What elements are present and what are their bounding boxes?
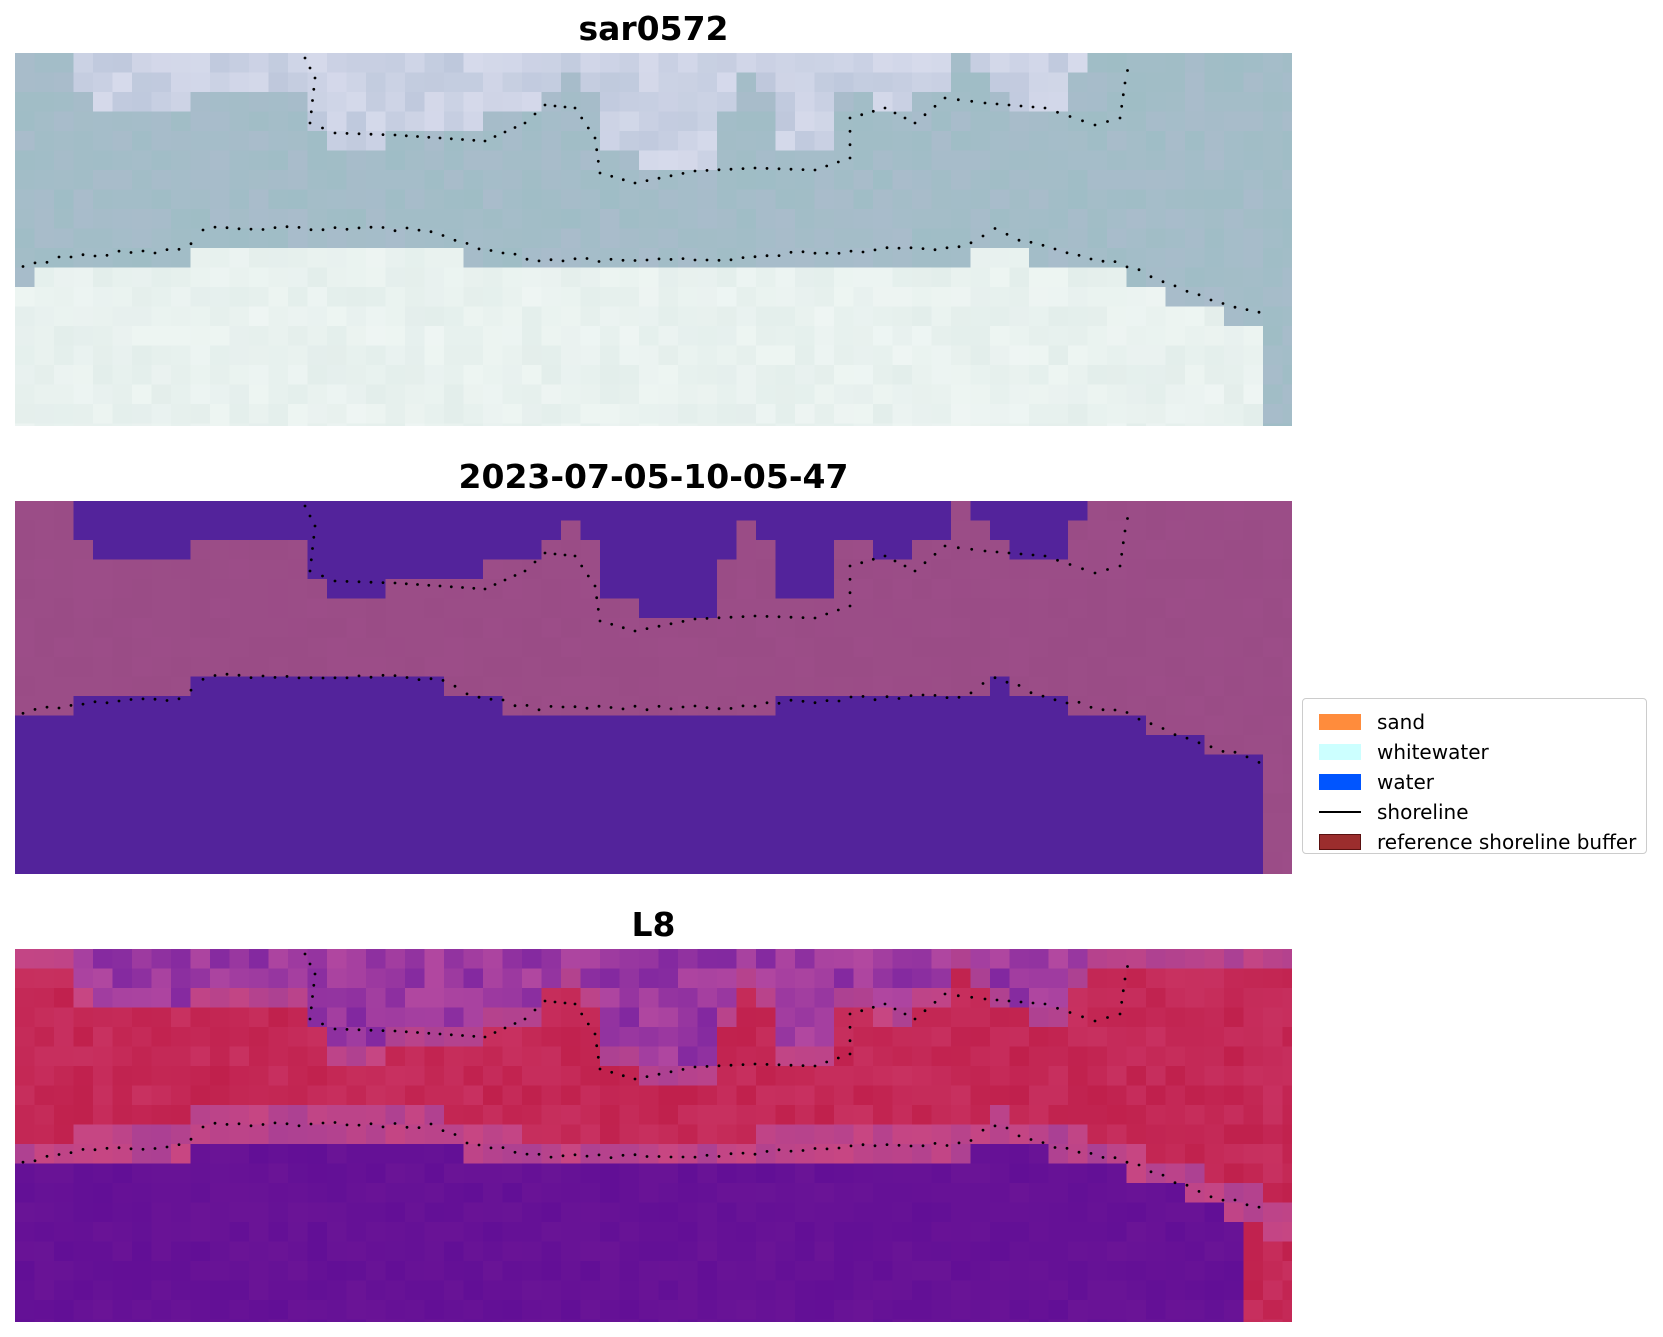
whitewater-swatch bbox=[1319, 744, 1361, 760]
index-image bbox=[15, 949, 1292, 1322]
panel-title-index: L8 bbox=[631, 905, 676, 944]
classified-image-panel bbox=[15, 501, 1292, 874]
legend-item-sand: sand bbox=[1311, 707, 1638, 737]
legend-item-whitewater: whitewater bbox=[1311, 737, 1638, 767]
legend: sand whitewater water shoreline referenc… bbox=[1302, 698, 1647, 854]
legend-label: water bbox=[1377, 770, 1434, 794]
legend-item-reference-buffer: reference shoreline buffer bbox=[1311, 827, 1638, 857]
shoreline-points bbox=[21, 504, 1261, 764]
legend-item-water: water bbox=[1311, 767, 1638, 797]
legend-item-shoreline: shoreline bbox=[1311, 797, 1638, 827]
rgb-image-panel bbox=[15, 53, 1292, 426]
legend-label: sand bbox=[1377, 710, 1426, 734]
index-image-panel bbox=[15, 949, 1292, 1322]
shoreline-points bbox=[21, 56, 1261, 314]
legend-label: reference shoreline buffer bbox=[1377, 830, 1637, 854]
classified-image bbox=[15, 501, 1292, 874]
rgb-image bbox=[15, 53, 1292, 426]
legend-label: whitewater bbox=[1377, 740, 1489, 764]
shoreline-line-swatch bbox=[1319, 811, 1361, 813]
legend-label: shoreline bbox=[1377, 800, 1469, 824]
sand-swatch bbox=[1319, 714, 1361, 730]
reference-buffer-swatch bbox=[1319, 834, 1361, 850]
panel-title-classified: 2023-07-05-10-05-47 bbox=[458, 457, 849, 496]
panel-title-rgb: sar0572 bbox=[578, 9, 729, 48]
water-swatch bbox=[1319, 774, 1361, 790]
shoreline-points bbox=[21, 952, 1261, 1209]
